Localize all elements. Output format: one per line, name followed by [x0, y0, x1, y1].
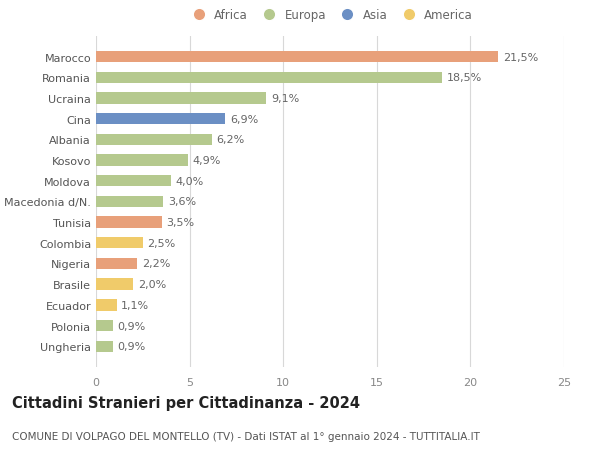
Text: 9,1%: 9,1% [271, 94, 299, 104]
Text: 2,2%: 2,2% [142, 259, 170, 269]
Bar [96, 155, 188, 166]
Text: 6,2%: 6,2% [217, 135, 245, 145]
Text: 4,9%: 4,9% [193, 156, 221, 166]
Text: COMUNE DI VOLPAGO DEL MONTELLO (TV) - Dati ISTAT al 1° gennaio 2024 - TUTTITALIA: COMUNE DI VOLPAGO DEL MONTELLO (TV) - Da… [12, 431, 480, 442]
Bar [96, 279, 133, 290]
Bar [96, 52, 499, 63]
Bar [96, 258, 137, 269]
Bar [96, 134, 212, 146]
Bar [96, 93, 266, 104]
Bar [96, 73, 442, 84]
Bar [96, 320, 113, 331]
Text: 18,5%: 18,5% [447, 73, 482, 83]
Legend: Africa, Europa, Asia, America: Africa, Europa, Asia, America [185, 6, 475, 24]
Text: 2,0%: 2,0% [138, 280, 166, 290]
Bar [96, 196, 163, 207]
Bar [96, 114, 225, 125]
Text: 4,0%: 4,0% [176, 176, 204, 186]
Bar [96, 238, 143, 249]
Bar [96, 217, 161, 228]
Text: 3,5%: 3,5% [166, 218, 194, 228]
Bar [96, 341, 113, 352]
Text: 6,9%: 6,9% [230, 114, 258, 124]
Bar [96, 300, 116, 311]
Text: Cittadini Stranieri per Cittadinanza - 2024: Cittadini Stranieri per Cittadinanza - 2… [12, 395, 360, 410]
Bar [96, 176, 171, 187]
Text: 2,5%: 2,5% [148, 238, 176, 248]
Text: 21,5%: 21,5% [503, 52, 538, 62]
Text: 0,9%: 0,9% [118, 341, 146, 352]
Text: 1,1%: 1,1% [121, 300, 149, 310]
Text: 3,6%: 3,6% [168, 197, 196, 207]
Text: 0,9%: 0,9% [118, 321, 146, 331]
